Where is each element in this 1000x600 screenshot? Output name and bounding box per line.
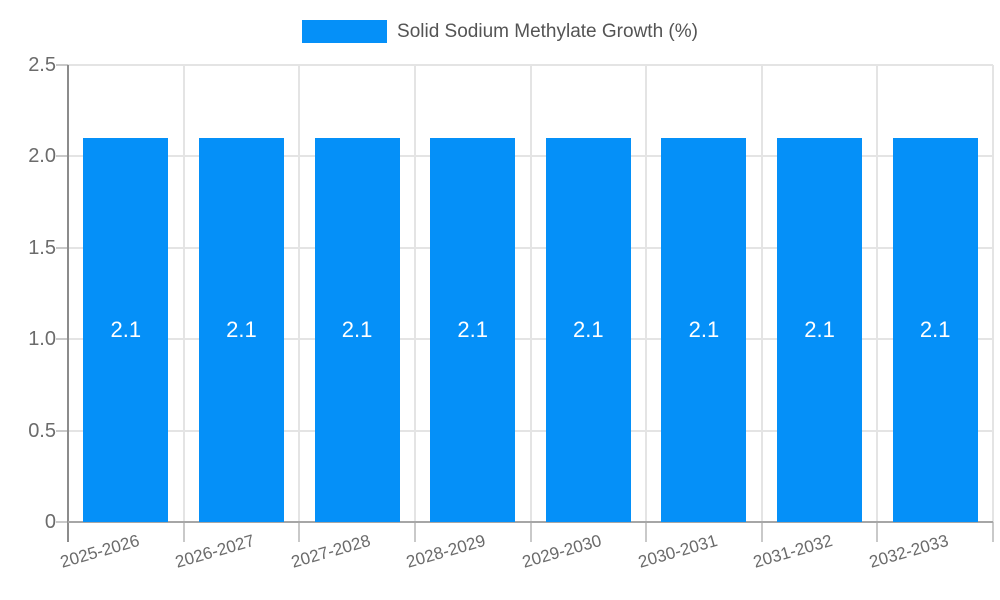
y-tick-mark [56, 155, 68, 158]
x-tick-mark [992, 522, 994, 542]
v-gridline [645, 65, 648, 522]
x-tick-mark [876, 522, 879, 542]
y-tick-mark [56, 338, 68, 341]
bar[interactable] [892, 138, 978, 522]
y-tick-mark [56, 64, 68, 66]
x-tick-mark [529, 522, 532, 542]
y-tick-label: 0 [44, 511, 56, 533]
x-tick-mark [182, 522, 185, 542]
x-tick-label: 2032-2033 [867, 531, 951, 572]
x-tick-mark [67, 522, 69, 542]
y-axis-line [67, 65, 69, 522]
bar[interactable] [83, 138, 169, 522]
bar[interactable] [198, 138, 284, 522]
bar[interactable] [661, 138, 747, 522]
v-gridline [529, 65, 532, 522]
x-tick-mark [298, 522, 301, 542]
y-tick-mark [56, 521, 68, 523]
x-tick-mark [413, 522, 416, 542]
v-gridline [182, 65, 185, 522]
v-gridline [876, 65, 879, 522]
x-tick-label: 2027-2028 [288, 531, 373, 572]
bar-value-label: 2.1 [688, 317, 720, 343]
x-tick-label: 2028-2029 [404, 531, 488, 572]
bar[interactable] [777, 138, 863, 522]
bar-value-label: 2.1 [341, 317, 373, 343]
legend-label: Solid Sodium Methylate Growth (%) [397, 21, 698, 42]
v-gridline [413, 65, 416, 522]
bar[interactable] [545, 138, 631, 522]
chart-legend: Solid Sodium Methylate Growth (%) [0, 20, 1000, 43]
v-gridline [760, 65, 763, 522]
legend-item[interactable]: Solid Sodium Methylate Growth (%) [302, 20, 698, 43]
v-gridline [992, 65, 994, 522]
x-tick-label: 2030-2031 [635, 531, 720, 572]
legend-swatch [302, 20, 388, 43]
bar-value-label: 2.1 [919, 317, 951, 343]
x-tick-mark [760, 522, 763, 542]
x-tick-label: 2025-2026 [57, 531, 142, 572]
x-tick-label: 2031-2032 [751, 531, 835, 572]
y-tick-mark [56, 246, 68, 249]
y-tick-label: 2.5 [28, 54, 56, 76]
bar-value-label: 2.1 [110, 317, 142, 343]
x-tick-label: 2029-2030 [520, 531, 604, 572]
y-tick-mark [56, 429, 68, 432]
bar[interactable] [430, 138, 516, 522]
bar-value-label: 2.1 [457, 317, 488, 343]
bar-value-label: 2.1 [573, 317, 604, 343]
bar[interactable] [314, 138, 400, 522]
x-tick-label: 2026-2027 [173, 531, 257, 572]
bar-value-label: 2.1 [226, 317, 257, 343]
y-tick-label: 0.5 [28, 419, 56, 442]
x-tick-mark [645, 522, 648, 542]
y-tick-label: 1.5 [28, 236, 56, 259]
y-tick-label: 2.0 [28, 145, 56, 168]
y-tick-label: 1.0 [28, 328, 56, 351]
v-gridline [298, 65, 301, 522]
bar-value-label: 2.1 [804, 317, 835, 343]
x-axis-line [68, 521, 993, 523]
